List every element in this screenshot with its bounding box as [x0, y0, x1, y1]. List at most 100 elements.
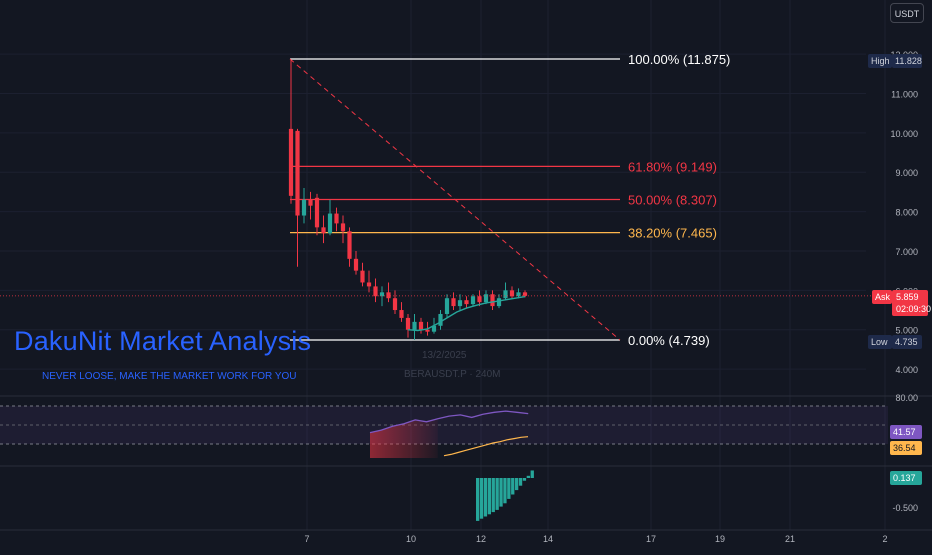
osc-bar — [487, 478, 491, 515]
candle-body — [503, 290, 508, 299]
osc-bar — [530, 470, 534, 478]
rsi-indicator — [369, 410, 529, 458]
fib-level-50-label: 50.00% (8.307) — [628, 193, 717, 208]
osc-bar — [495, 478, 499, 510]
currency-button[interactable]: USDT — [890, 3, 924, 23]
candle-body — [295, 130, 300, 216]
candle-body — [490, 294, 495, 307]
oscillator-histogram — [476, 470, 534, 521]
candle-body — [451, 298, 456, 307]
time-tick-label: 21 — [785, 534, 795, 544]
rsi-value-bg — [890, 425, 922, 439]
time-tick-label: 19 — [715, 534, 725, 544]
osc-bar — [476, 478, 480, 521]
candle-body — [412, 321, 417, 330]
candlestick-series — [288, 59, 528, 340]
price-tick-label: 7.000 — [895, 247, 918, 257]
osc-bar — [507, 478, 511, 499]
indicator-panes — [0, 395, 932, 467]
osc-bar — [483, 478, 488, 517]
price-tick-label: 10.000 — [890, 129, 918, 139]
osc-bar — [503, 478, 507, 504]
candle-body — [477, 296, 482, 303]
price-tick-label: 4.000 — [895, 365, 918, 375]
candle-body — [321, 227, 326, 234]
moving-average-line — [407, 295, 526, 332]
candle-body — [347, 231, 352, 259]
ask-label: Ask — [875, 292, 891, 302]
price-tick-label: 5.000 — [895, 326, 918, 336]
osc-bar — [515, 478, 519, 491]
candle-body — [470, 296, 476, 305]
rsi-ma-value: 36.54 — [893, 443, 916, 453]
ask-value-bg — [892, 290, 928, 316]
candle-body — [405, 317, 411, 330]
high-label-bg — [868, 54, 892, 68]
candle-body — [366, 282, 372, 287]
candle-body — [522, 292, 528, 296]
high-value: 11.828 — [895, 56, 922, 66]
time-axis[interactable]: 7 10 12 14 17 19 21 2 — [0, 529, 932, 544]
candle-body — [392, 298, 398, 311]
candle-body — [444, 298, 450, 314]
fib-level-0-label: 0.00% (4.739) — [628, 333, 710, 348]
low-label: Low — [871, 337, 888, 347]
osc-tick-label: -0.500 — [892, 503, 918, 513]
candle-body — [399, 310, 404, 318]
candle-body — [308, 199, 313, 206]
candle-body — [509, 290, 515, 297]
candle-body — [340, 223, 346, 232]
ask-label-bg — [872, 290, 892, 304]
osc-bar — [479, 478, 484, 519]
countdown: 02:09:30 — [896, 304, 931, 314]
watermark-date: 13/2/2025 — [422, 350, 467, 361]
price-tick-label: 9.000 — [895, 168, 918, 178]
price-tick-label: 11.000 — [891, 89, 918, 99]
osc-bar — [491, 478, 495, 513]
candle-body — [457, 300, 463, 307]
ask-value: 5.859 — [896, 292, 919, 302]
fib-level-382-label: 38.20% (7.465) — [628, 226, 717, 241]
osc-bar — [499, 478, 503, 507]
price-badges: High 11.828 Ask 5.859 02:09:30 Low 4.735 41.57 3… — [0, 54, 931, 485]
time-tick-label: 12 — [476, 534, 486, 544]
osc-bar — [511, 478, 515, 495]
candle-body — [373, 286, 378, 297]
price-tick-label: 8.000 — [895, 208, 918, 218]
rsi-tick-label: 80.00 — [895, 393, 918, 403]
low-label-bg — [868, 335, 892, 349]
high-value-bg — [892, 54, 922, 68]
candle-body — [425, 329, 430, 332]
time-tick-label: 7 — [304, 534, 309, 544]
rsi-line — [369, 410, 529, 434]
osc-value-bg — [890, 471, 922, 485]
fib-trend-line — [289, 58, 621, 341]
rsi-value: 41.57 — [893, 427, 916, 437]
osc-bar — [526, 475, 530, 478]
candle-body — [334, 213, 339, 224]
time-tick-label: 2 — [882, 534, 887, 544]
low-value: 4.735 — [895, 337, 918, 347]
candle-body — [483, 294, 489, 303]
candle-body — [288, 128, 294, 196]
candle-body — [327, 213, 333, 234]
candle-body — [418, 321, 424, 330]
osc-value: 0.137 — [893, 473, 916, 483]
grid-lines — [0, 0, 886, 530]
osc-bar — [522, 478, 527, 481]
fibonacci-retracement[interactable]: 100.00% (11.875) 61.80% (9.149) 50.00% (8.… — [289, 52, 730, 348]
time-tick-label: 14 — [543, 534, 553, 544]
candle-body — [431, 325, 437, 332]
rsi-ma-value-bg — [890, 441, 922, 455]
rsi-ma-line — [443, 436, 529, 457]
brand-title: DakuNit Market Analysis — [14, 326, 312, 356]
ma-line — [407, 295, 526, 332]
high-label: High — [871, 56, 890, 66]
watermark-symbol: BERAUSDT.P · 240M — [404, 369, 501, 380]
low-value-bg — [892, 335, 922, 349]
candle-body — [516, 292, 521, 297]
candle-body — [464, 300, 469, 305]
candle-body — [379, 292, 385, 297]
